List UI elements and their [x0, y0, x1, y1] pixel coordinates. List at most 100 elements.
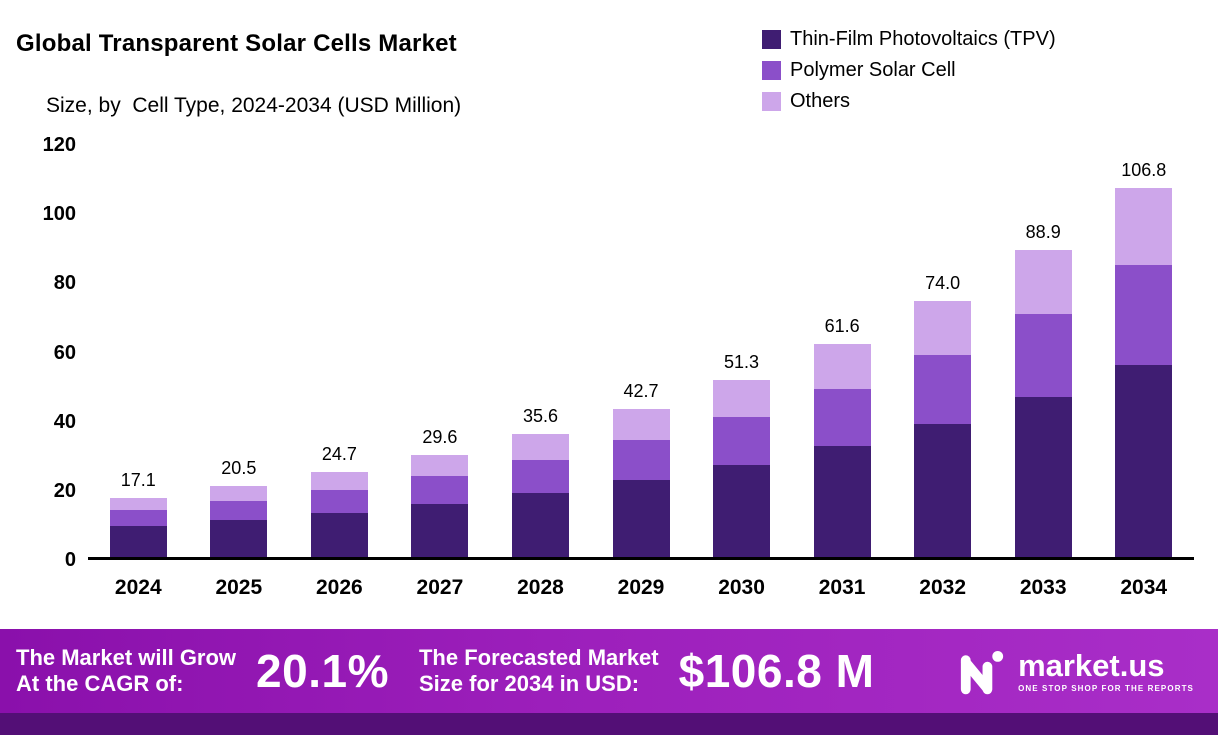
- bar-segment: [411, 503, 469, 557]
- bar-total-label: 88.9: [1025, 221, 1061, 242]
- bar-stack: [813, 343, 871, 557]
- x-axis-label: 2025: [215, 576, 263, 599]
- brand-tagline: ONE STOP SHOP FOR THE REPORTS: [1018, 683, 1194, 693]
- bar-segment: [1115, 365, 1173, 557]
- x-axis-label: 2033: [1019, 576, 1067, 599]
- bar-slot-2025: 20.5: [189, 145, 290, 557]
- cagr-label: The Market will Grow At the CAGR of:: [16, 645, 236, 698]
- bar-segment: [310, 471, 368, 490]
- x-axis-label: 2030: [718, 576, 765, 599]
- bar-segment: [511, 433, 569, 460]
- y-tick-label: 80: [53, 272, 76, 295]
- y-tick-label: 100: [42, 203, 76, 226]
- x-axis-label: 2031: [818, 576, 866, 599]
- bar-total-label: 42.7: [623, 381, 659, 402]
- x-axis-label: 2026: [316, 576, 363, 599]
- footer-banner: The Market will Grow At the CAGR of: 20.…: [0, 629, 1218, 713]
- x-axis-label: 2032: [919, 576, 966, 599]
- bar-slot-2024: 17.1: [88, 145, 189, 557]
- cagr-label-line1: The Market will Grow: [16, 644, 237, 670]
- bar-segment: [310, 489, 368, 513]
- bar-slot-2034: 106.8: [1093, 145, 1194, 557]
- bar-segment: [210, 500, 268, 520]
- bar-segment: [914, 354, 972, 424]
- plot-area: 17.1 20.5 24.7 29.6 35.6 42.7 51.3 61.6 74.0 88.9…: [88, 145, 1194, 560]
- bar-total-label: 74.0: [925, 273, 961, 294]
- forecast-label-line2: Size for 2034 in USD:: [418, 671, 640, 696]
- bar-segment: [1014, 397, 1072, 557]
- forecast-label-line1: The Forecasted Market: [418, 644, 659, 670]
- x-axis-label: 2028: [517, 576, 564, 599]
- y-tick-label: 60: [53, 341, 76, 364]
- chart-title: Global Transparent Solar Cells Market: [16, 30, 457, 57]
- bar-stack: [1115, 187, 1173, 557]
- bar-segment: [813, 388, 871, 447]
- x-axis-label: 2029: [617, 576, 665, 599]
- bar-stack: [713, 379, 771, 557]
- bar-slot-2028: 35.6: [490, 145, 591, 557]
- bar-slot-2032: 74.0: [892, 145, 993, 557]
- bar-segment: [612, 480, 670, 557]
- marketus-logo-icon: [960, 650, 1004, 695]
- bar-slot-2030: 51.3: [691, 145, 792, 557]
- bar-segment: [713, 379, 771, 417]
- x-axis-label: 2024: [114, 576, 162, 599]
- brand-text: market.us ONE STOP SHOP FOR THE REPORTS: [1018, 650, 1194, 693]
- legend-item-0: Thin-Film Photovoltaics (TPV): [762, 28, 1056, 51]
- bar-total-label: 20.5: [221, 458, 257, 479]
- chart-legend: Thin-Film Photovoltaics (TPV) Polymer Sol…: [762, 28, 1056, 113]
- legend-swatch-icon: [762, 92, 781, 111]
- chart-subtitle: Size, by Cell Type, 2024-2034 (USD Milli…: [46, 94, 462, 117]
- legend-label: Others: [790, 90, 851, 112]
- forecast-label: The Forecasted Market Size for 2034 in U…: [419, 645, 659, 698]
- bar-slot-2029: 42.7: [591, 145, 692, 557]
- legend-item-2: Others: [762, 90, 1056, 113]
- bar-segment: [813, 446, 871, 557]
- bar-segment: [109, 497, 167, 511]
- bar-segment: [713, 464, 771, 557]
- bar-total-label: 17.1: [120, 469, 156, 490]
- bar-segment: [914, 423, 972, 557]
- bar-segment: [813, 343, 871, 389]
- x-axis: 2024 2025 2026 2027 2028 2029 2030 2031 2032 2033…: [88, 576, 1194, 600]
- bar-stack: [511, 433, 569, 557]
- bar-total-label: 106.8: [1121, 159, 1167, 180]
- bar-stack: [210, 486, 268, 557]
- bar-segment: [210, 520, 268, 557]
- legend-swatch-icon: [762, 61, 781, 80]
- bar-segment: [1115, 187, 1173, 266]
- bar-slot-2027: 29.6: [390, 145, 491, 557]
- x-axis-label: 2027: [416, 576, 464, 599]
- y-axis: 120 100 80 60 40 20 0: [14, 134, 76, 571]
- bar-slot-2026: 24.7: [289, 145, 390, 557]
- bar-segment: [612, 440, 670, 481]
- marketus-brand: market.us ONE STOP SHOP FOR THE REPORTS: [956, 645, 1202, 697]
- legend-item-1: Polymer Solar Cell: [762, 59, 1056, 82]
- forecast-value: $106.8 M: [678, 645, 875, 697]
- y-tick-label: 20: [53, 479, 76, 502]
- bar-segment: [109, 526, 167, 557]
- bar-segment: [411, 454, 469, 477]
- bar-segment: [511, 493, 569, 557]
- x-axis-label: 2034: [1120, 576, 1168, 599]
- bar-slot-2033: 88.9: [993, 145, 1094, 557]
- bar-segment: [109, 510, 167, 527]
- brand-name: market.us: [1018, 647, 1165, 683]
- bar-segment: [612, 409, 670, 441]
- bar-segment: [511, 459, 569, 494]
- y-tick-label: 0: [64, 549, 76, 571]
- bar-total-label: 61.6: [824, 315, 860, 336]
- bar-segment: [914, 301, 972, 355]
- bar-segment: [411, 476, 469, 504]
- cagr-value: 20.1%: [256, 645, 389, 697]
- bar-stack: [1014, 249, 1072, 557]
- bar-segment: [713, 416, 771, 465]
- legend-swatch-icon: [762, 30, 781, 49]
- bar-stack: [914, 301, 972, 557]
- bar-stack: [310, 471, 368, 557]
- bar-stack: [612, 409, 670, 557]
- bar-slot-2031: 61.6: [792, 145, 893, 557]
- banner-bottom-strip: [0, 713, 1218, 735]
- bar-stack: [411, 454, 469, 557]
